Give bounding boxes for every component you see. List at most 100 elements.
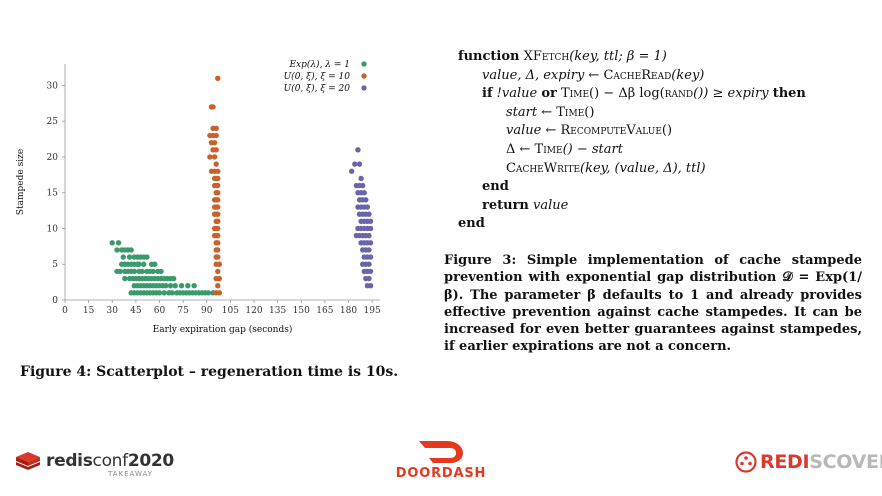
data-point-series-3 (359, 182, 366, 189)
data-point-series-2 (215, 211, 221, 217)
legend-label: Exp(λ), λ = 1 (288, 59, 350, 70)
data-point-series-2 (215, 204, 221, 210)
data-point-series-1 (161, 290, 167, 296)
algo-text: () (584, 104, 595, 120)
data-point-series-3 (366, 261, 372, 267)
legend-marker (361, 61, 367, 67)
conf-text: conf (92, 451, 129, 471)
data-point-series-2 (215, 197, 221, 203)
y-tick-label: 15 (47, 189, 59, 199)
x-tick-label: 30 (107, 306, 119, 316)
algo-call: CacheRead (603, 67, 672, 83)
data-point-series-3 (367, 268, 374, 275)
algo-line-5: value ← RecomputeValue() (458, 122, 806, 141)
algo-text: value, Δ, expiry ← (482, 67, 604, 83)
y-tick-label: 20 (47, 153, 59, 163)
algo-text: () (661, 123, 673, 139)
data-point-series-3 (363, 197, 369, 203)
algo-text: ()) ≥ expiry (693, 86, 773, 102)
data-point-series-3 (367, 254, 374, 260)
rediscover-wordmark: REDISCOVER (760, 451, 882, 473)
data-point-series-2 (216, 261, 223, 267)
algo-text: () − start (562, 141, 623, 157)
chart-axes: 0 15 30 45 60 75 90 105 120 135 150 165 180 195 0 5 10 15… (47, 64, 381, 316)
data-point-series-2 (210, 104, 216, 110)
algo-line-4: start ← Time() (458, 104, 806, 123)
algo-text: value (528, 197, 569, 213)
data-point-series-1 (115, 240, 122, 246)
data-point-series-1 (131, 268, 137, 275)
data-point-series-2 (215, 225, 221, 232)
data-point-series-1 (139, 268, 145, 275)
data-point-series-2 (215, 190, 221, 196)
data-point-series-2 (216, 290, 223, 296)
x-tick-label: 0 (62, 306, 68, 316)
rediscover-logo: REDISCOVER (735, 451, 882, 473)
data-point-series-1 (141, 261, 147, 267)
data-point-series-2 (215, 254, 221, 260)
data-point-series-1 (156, 290, 163, 296)
data-point-series-2 (215, 182, 221, 189)
data-point-series-2 (207, 154, 213, 160)
data-point-series-1 (152, 261, 158, 267)
legend-label: U(0, ξ), ξ = 20 (284, 83, 351, 94)
data-point-series-1 (178, 282, 185, 289)
y-tick-label: 10 (47, 224, 59, 234)
data-point-series-1 (158, 268, 164, 275)
algo-line-8: end (482, 179, 509, 195)
x-tick-label: 60 (154, 306, 166, 316)
data-point-series-2 (215, 168, 221, 174)
algo-text: (key, (value, Δ), ttl) (580, 160, 706, 176)
x-tick-label: 195 (364, 306, 381, 316)
data-point-series-3 (358, 175, 364, 182)
x-tick-label: 75 (177, 306, 189, 316)
algo-line-10: end (458, 216, 485, 232)
algo-line-9: return value (458, 197, 806, 216)
x-tick-label: 105 (222, 306, 239, 316)
y-tick-label: 30 (47, 81, 59, 91)
x-tick-label: 180 (340, 306, 357, 316)
redi-text: REDI (760, 451, 810, 473)
redisconf-logo: redisconf2020 TAKEAWAY (14, 450, 174, 478)
doordash-logo: DOORDASH (393, 438, 489, 481)
data-point-series-1 (144, 254, 150, 260)
legend-label: U(0, ξ), ξ = 10 (284, 71, 351, 82)
algo-line-6: Δ ← Time() − start (458, 141, 806, 160)
algo-line-7: CacheWrite(key, (value, Δ), ttl) (458, 160, 806, 179)
algo-line-3: if !value or Time() − Δβ log(rand()) ≥ e… (458, 85, 806, 104)
data-point-series-3 (367, 282, 374, 289)
data-point-series-2 (213, 147, 219, 153)
redisconf-wordmark: redisconf2020 (46, 451, 174, 471)
x-tick-label: 15 (83, 306, 95, 316)
data-point-series-2 (211, 139, 218, 146)
data-point-series-2 (215, 232, 221, 239)
data-point-series-2 (213, 161, 219, 167)
data-point-series-2 (215, 175, 221, 182)
data-point-series-3 (355, 147, 361, 153)
data-point-series-3 (361, 190, 367, 196)
algo-line-1: function XFetch(key, ttl; β = 1) (458, 48, 806, 67)
data-point-series-2 (215, 268, 221, 275)
x-axis-label: Early expiration gap (seconds) (153, 324, 293, 335)
x-tick-label: 165 (316, 306, 333, 316)
data-point-series-3 (348, 168, 355, 174)
data-point-series-3 (366, 275, 372, 282)
data-point-series-1 (109, 240, 115, 246)
data-point-series-3 (366, 232, 372, 239)
data-point-series-2 (215, 247, 221, 253)
algo-text: !value (492, 86, 542, 102)
data-point-series-1 (150, 268, 156, 275)
keyword: function (458, 49, 520, 64)
takeaway-text: TAKEAWAY (108, 470, 153, 478)
legend-marker (361, 85, 367, 91)
data-point-series-2 (211, 154, 218, 160)
legend-marker (361, 73, 367, 79)
data-point-series-1 (191, 282, 197, 289)
chart-legend: Exp(λ), λ = 1U(0, ξ), ξ = 10U(0, ξ), ξ =… (284, 59, 367, 94)
data-point-series-2 (213, 125, 219, 132)
doordash-dash-icon (419, 441, 463, 463)
data-point-series-1 (169, 290, 175, 296)
figure-3-caption: Figure 3: Simple implementation of cache… (444, 253, 862, 355)
keyword: then (772, 86, 806, 102)
data-point-series-3 (366, 211, 372, 217)
